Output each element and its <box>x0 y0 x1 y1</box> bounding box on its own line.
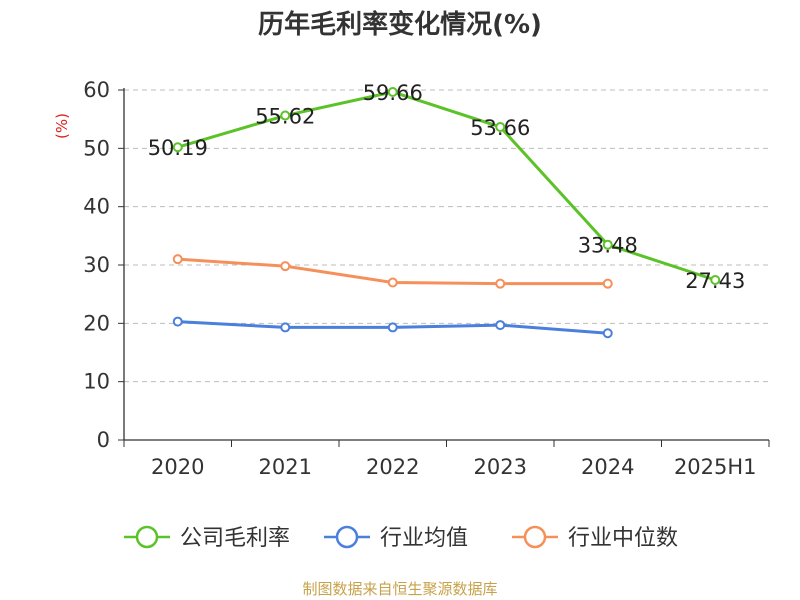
legend-label: 行业中位数 <box>568 526 678 551</box>
legend-label: 行业均值 <box>380 526 468 551</box>
series-point <box>387 277 398 288</box>
data-labels: 50.19 55.62 59.66 53.66 33.48 27.43 <box>148 81 746 293</box>
source-note: 制图数据来自恒生聚源数据库 <box>302 580 497 598</box>
y-tick-label: 10 <box>83 370 110 394</box>
data-label: 53.66 <box>470 116 530 140</box>
x-tick-label: 2021 <box>259 455 312 479</box>
y-tick-label: 30 <box>83 253 110 277</box>
y-tick-label: 50 <box>83 136 110 160</box>
x-tick-label: 2025H1 <box>674 455 757 479</box>
chart-title: 历年毛利率变化情况(%) <box>258 9 542 40</box>
x-tick-label: 2022 <box>366 455 419 479</box>
y-tick-label: 0 <box>97 428 110 452</box>
data-label: 27.43 <box>685 269 745 293</box>
axes <box>123 88 769 441</box>
series-layer <box>172 86 721 339</box>
x-tick-label: 2024 <box>581 455 634 479</box>
y-tick-label: 20 <box>83 311 110 335</box>
x-tick-label: 2023 <box>474 455 527 479</box>
data-label: 59.66 <box>363 81 423 105</box>
series-point <box>172 142 183 153</box>
series-point <box>387 322 398 333</box>
x-axis-ticks: 2020 2021 2022 2023 2024 2025H1 <box>123 440 770 479</box>
series-point <box>602 239 613 250</box>
series-point <box>280 261 291 272</box>
data-label: 33.48 <box>578 234 638 258</box>
series-point <box>387 86 398 97</box>
series-point <box>710 274 721 285</box>
series-point <box>172 316 183 327</box>
data-label: 50.19 <box>148 136 208 160</box>
legend: 公司毛利率 行业均值 行业中位数 <box>124 525 678 551</box>
series-point <box>495 320 506 331</box>
y-axis-unit: (%) <box>53 113 71 139</box>
series-point <box>602 328 613 339</box>
legend-marker <box>335 525 359 549</box>
series-point <box>172 254 183 265</box>
data-label: 55.62 <box>255 105 315 129</box>
series-line <box>177 90 716 282</box>
y-tick-label: 60 <box>83 78 110 102</box>
legend-marker <box>523 525 547 549</box>
series-point <box>280 110 291 121</box>
legend-marker <box>135 525 159 549</box>
x-tick-label: 2020 <box>151 455 204 479</box>
series-point <box>495 121 506 132</box>
y-axis-ticks: 0 10 20 30 40 50 60 <box>83 78 124 452</box>
legend-label: 公司毛利率 <box>180 526 290 551</box>
series-point <box>280 322 291 333</box>
series-point <box>602 278 613 289</box>
series-point <box>495 278 506 289</box>
y-tick-label: 40 <box>83 195 110 219</box>
